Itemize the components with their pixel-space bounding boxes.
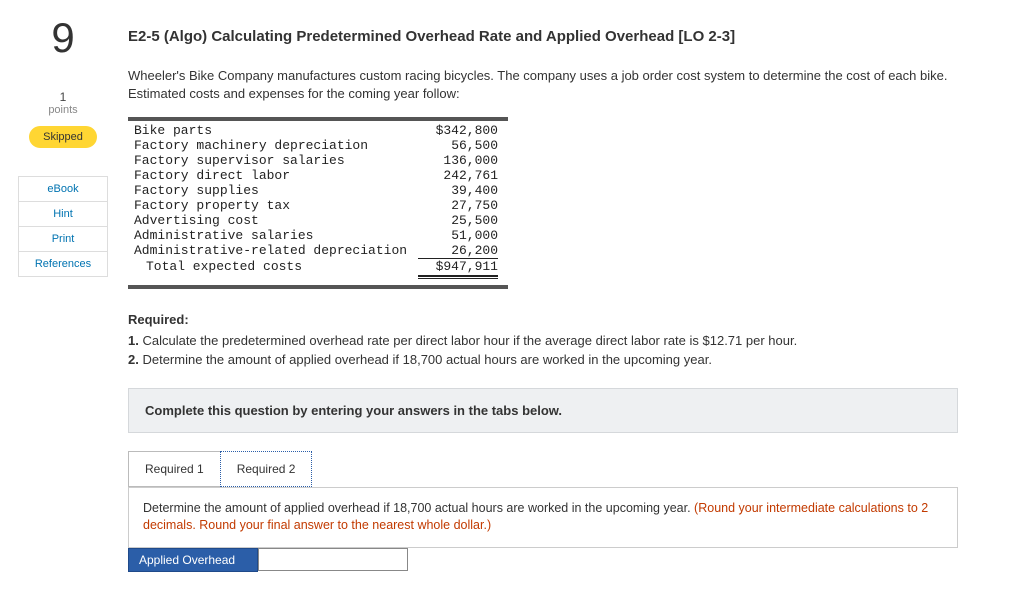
cost-value: 26,200	[418, 243, 498, 258]
instruction-box: Complete this question by entering your …	[128, 388, 958, 433]
requirements: Required: 1. Calculate the predetermined…	[128, 311, 1006, 370]
points-value: 1	[18, 90, 108, 104]
ebook-link[interactable]: eBook	[18, 176, 108, 202]
table-row: Advertising cost25,500	[128, 213, 1006, 228]
table-row: Administrative salaries51,000	[128, 228, 1006, 243]
cost-label: Factory supplies	[128, 183, 418, 198]
sidebar: 9 1 points Skipped eBook Hint Print Refe…	[18, 10, 108, 572]
cost-label: Administrative-related depreciation	[128, 243, 418, 258]
cost-value: 242,761	[418, 168, 498, 183]
cost-table: Bike parts$342,800 Factory machinery dep…	[128, 117, 1006, 289]
cost-value: 56,500	[418, 138, 498, 153]
cost-value: 27,750	[418, 198, 498, 213]
tab-required-2[interactable]: Required 2	[220, 451, 313, 487]
tab-required-1[interactable]: Required 1	[128, 451, 221, 487]
cost-value: 39,400	[418, 183, 498, 198]
print-link[interactable]: Print	[18, 226, 108, 252]
req-num: 2.	[128, 352, 142, 367]
req-text: Calculate the predetermined overhead rat…	[142, 333, 797, 348]
table-row: Factory machinery depreciation56,500	[128, 138, 1006, 153]
table-bottom-rule	[128, 283, 508, 289]
cost-value: $342,800	[418, 123, 498, 138]
answer-row: Applied Overhead	[128, 548, 958, 572]
cost-label: Factory direct labor	[128, 168, 418, 183]
table-total-row: Total expected costs$947,911	[128, 259, 1006, 274]
cost-value: 51,000	[418, 228, 498, 243]
req-num: 1.	[128, 333, 142, 348]
total-label: Total expected costs	[128, 259, 418, 274]
table-row: Factory direct labor242,761	[128, 168, 1006, 183]
skipped-badge: Skipped	[29, 126, 97, 148]
hint-link[interactable]: Hint	[18, 201, 108, 227]
applied-overhead-input[interactable]	[258, 548, 408, 571]
references-link[interactable]: References	[18, 251, 108, 277]
requirement-item: 2. Determine the amount of applied overh…	[128, 351, 1006, 370]
main-content: E2-5 (Algo) Calculating Predetermined Ov…	[108, 10, 1006, 572]
requirements-heading: Required:	[128, 311, 1006, 330]
cost-label: Factory supervisor salaries	[128, 153, 418, 168]
sidebar-links: eBook Hint Print References	[18, 176, 108, 277]
table-row: Factory supplies39,400	[128, 183, 1006, 198]
requirement-item: 1. Calculate the predetermined overhead …	[128, 332, 1006, 351]
answer-label: Applied Overhead	[128, 548, 258, 572]
table-row: Administrative-related depreciation26,20…	[128, 243, 1006, 258]
table-row: Factory property tax27,750	[128, 198, 1006, 213]
cost-value: 25,500	[418, 213, 498, 228]
table-row: Factory supervisor salaries136,000	[128, 153, 1006, 168]
cost-label: Administrative salaries	[128, 228, 418, 243]
cost-value: 136,000	[418, 153, 498, 168]
req-text: Determine the amount of applied overhead…	[142, 352, 711, 367]
problem-intro: Wheeler's Bike Company manufactures cust…	[128, 67, 1006, 103]
table-row: Bike parts$342,800	[128, 123, 1006, 138]
double-rule	[418, 275, 498, 279]
tab-panel: Determine the amount of applied overhead…	[128, 487, 958, 548]
cost-label: Factory machinery depreciation	[128, 138, 418, 153]
cost-label: Advertising cost	[128, 213, 418, 228]
tab-bar: Required 1 Required 2	[128, 451, 1006, 487]
cost-label: Bike parts	[128, 123, 418, 138]
panel-text: Determine the amount of applied overhead…	[143, 501, 694, 515]
question-number: 9	[18, 14, 108, 62]
points-label: points	[18, 104, 108, 116]
problem-title: E2-5 (Algo) Calculating Predetermined Ov…	[128, 28, 1006, 45]
cost-label: Factory property tax	[128, 198, 418, 213]
total-value: $947,911	[418, 259, 498, 274]
